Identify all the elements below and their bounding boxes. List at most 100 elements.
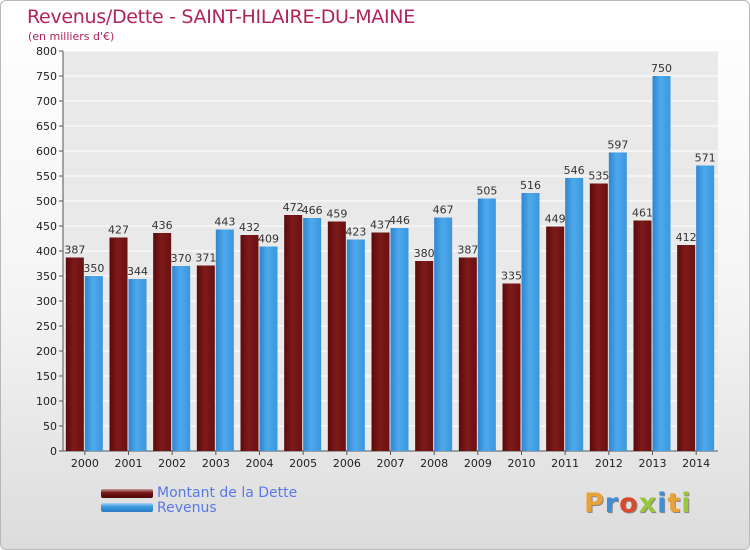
y-tick-label: 0 [50,445,57,458]
bar-revenus [521,193,540,451]
bar-revenus [477,198,496,451]
proxiti-logo: Proxiti [584,488,692,519]
value-label-dette: 432 [239,221,260,234]
value-label-dette: 335 [501,270,522,283]
bar-dette [65,257,84,451]
y-tick-label: 150 [36,370,57,383]
value-label-dette: 437 [370,219,391,232]
bar-revenus [128,279,147,451]
value-label-dette: 472 [283,201,304,214]
value-label-revenus: 516 [520,179,541,192]
y-tick-label: 750 [36,70,57,83]
value-label-revenus: 344 [127,265,148,278]
bar-dette [153,233,172,451]
value-label-revenus: 409 [258,233,279,246]
bar-dette [502,283,521,451]
value-label-dette: 412 [676,231,697,244]
y-tick-label: 250 [36,320,57,333]
x-tick-label: 2002 [158,457,186,470]
bar-dette [589,183,608,451]
x-tick-label: 2007 [377,457,405,470]
value-label-revenus: 443 [214,216,235,229]
bar-revenus [303,218,322,451]
x-tick-label: 2010 [508,457,536,470]
y-tick-label: 350 [36,270,57,283]
bar-revenus [346,239,365,451]
value-label-revenus: 423 [345,226,366,239]
bar-dette [415,261,434,451]
legend-label-dette: Montant de la Dette [157,485,298,501]
bar-dette [546,226,565,451]
y-tick-label: 500 [36,195,57,208]
bar-revenus [390,228,409,451]
value-label-revenus: 505 [476,185,497,198]
y-tick-label: 450 [36,220,57,233]
value-label-dette: 380 [414,247,435,260]
x-tick-label: 2012 [595,457,623,470]
value-label-revenus: 597 [607,139,628,152]
chart-title: Revenus/Dette - SAINT-HILAIRE-DU-MAINE [27,6,415,28]
value-label-dette: 387 [457,244,478,257]
bar-dette [371,232,390,451]
bar-dette [284,215,303,451]
y-tick-label: 200 [36,345,57,358]
bar-dette [240,235,259,451]
y-tick-label: 600 [36,145,57,158]
bar-dette [327,221,346,451]
y-tick-label: 50 [43,420,57,433]
value-label-dette: 535 [588,170,609,183]
x-tick-label: 2014 [682,457,710,470]
y-tick-label: 400 [36,245,57,258]
bar-dette [633,220,652,451]
bar-revenus [608,152,627,451]
chart-subtitle: (en milliers d'€) [28,30,115,43]
value-label-revenus: 466 [302,204,323,217]
bar-revenus [565,178,584,451]
bar-revenus [434,217,453,451]
value-label-dette: 436 [152,219,173,232]
value-label-revenus: 350 [83,262,104,275]
y-tick-label: 700 [36,95,57,108]
value-label-revenus: 467 [433,204,454,217]
y-tick-label: 800 [36,45,57,58]
value-label-revenus: 571 [695,152,716,165]
value-label-dette: 461 [632,207,653,220]
x-tick-label: 2006 [333,457,361,470]
value-label-revenus: 370 [171,252,192,265]
x-tick-label: 2003 [202,457,230,470]
x-tick-label: 2004 [246,457,274,470]
y-tick-label: 100 [36,395,57,408]
value-label-dette: 387 [64,244,85,257]
legend-swatch-dette [101,489,153,498]
y-tick-label: 300 [36,295,57,308]
x-tick-label: 2013 [639,457,667,470]
legend-swatch-revenus [101,503,153,512]
bar-revenus [215,229,234,451]
y-tick-label: 650 [36,120,57,133]
bar-dette [458,257,477,451]
value-label-revenus: 750 [651,62,672,75]
value-label-dette: 371 [195,252,216,265]
bar-revenus [84,276,103,451]
bar-revenus [696,165,715,451]
x-tick-label: 2009 [464,457,492,470]
value-label-revenus: 446 [389,214,410,227]
value-label-dette: 449 [545,213,566,226]
value-label-dette: 427 [108,224,129,237]
legend-label-revenus: Revenus [157,500,217,516]
x-tick-label: 2001 [115,457,143,470]
bar-dette [109,237,128,451]
bar-dette [196,265,215,451]
bar-revenus [259,246,278,451]
x-tick-label: 2000 [71,457,99,470]
x-tick-label: 2008 [420,457,448,470]
value-label-dette: 459 [326,208,347,221]
x-tick-label: 2011 [551,457,579,470]
bar-dette [677,245,696,451]
value-label-revenus: 546 [564,164,585,177]
x-tick-label: 2005 [289,457,317,470]
bar-revenus [172,266,191,451]
y-tick-label: 550 [36,170,57,183]
